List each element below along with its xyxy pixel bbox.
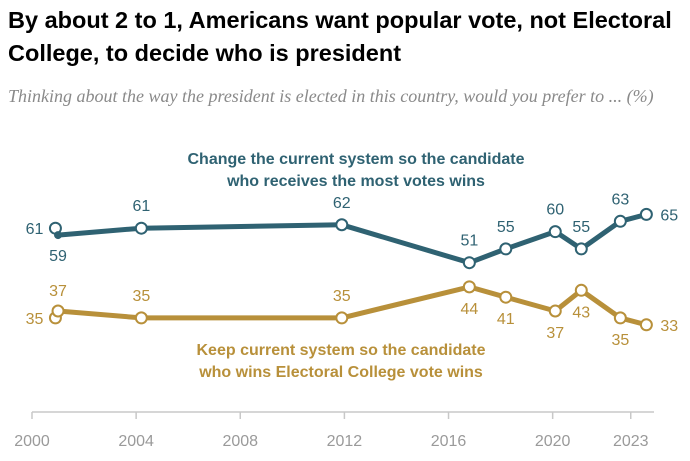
popular-value-label-9: 65 bbox=[660, 207, 678, 224]
popular-point-4 bbox=[462, 256, 476, 270]
popular-value-label-4: 51 bbox=[460, 233, 478, 250]
x-tick-label-2020: 2020 bbox=[535, 433, 571, 450]
electoral-value-label-2: 35 bbox=[132, 288, 150, 305]
electoral-value-label-8: 35 bbox=[611, 332, 629, 349]
electoral-point-6 bbox=[548, 304, 562, 318]
popular-value-label-5: 55 bbox=[497, 219, 515, 236]
x-tick-label-2004: 2004 bbox=[118, 433, 154, 450]
popular-point-1 bbox=[54, 231, 63, 240]
popular-series-line bbox=[55, 211, 649, 266]
popular-value-label-3: 62 bbox=[333, 195, 351, 212]
electoral-point-5 bbox=[499, 290, 513, 304]
popular-series-name-line-1: who receives the most votes wins bbox=[226, 173, 485, 190]
electoral-point-2 bbox=[134, 311, 148, 325]
popular-point-6 bbox=[548, 225, 562, 239]
popular-value-label-2: 61 bbox=[132, 198, 150, 215]
popular-series-name: Change the current system so the candida… bbox=[188, 151, 525, 190]
popular-value-label-1: 59 bbox=[49, 248, 67, 265]
electoral-point-7 bbox=[574, 283, 588, 297]
electoral-value-label-5: 41 bbox=[497, 311, 515, 328]
electoral-value-label-7: 43 bbox=[572, 304, 590, 321]
electoral-value-label-3: 35 bbox=[333, 288, 351, 305]
electoral-value-label-1: 37 bbox=[49, 283, 67, 300]
popular-point-8 bbox=[613, 214, 627, 228]
electoral-point-4 bbox=[462, 280, 476, 294]
popular-point-5 bbox=[499, 242, 513, 256]
electoral-point-9 bbox=[639, 318, 653, 332]
popular-point-7 bbox=[574, 242, 588, 256]
popular-point-2 bbox=[134, 221, 148, 235]
electoral-point-8 bbox=[613, 311, 627, 325]
electoral-series-name-line-1: who wins Electoral College vote wins bbox=[198, 364, 483, 381]
x-tick-label-2000: 2000 bbox=[14, 433, 50, 450]
popular-point-9 bbox=[639, 207, 653, 221]
chart-title: By about 2 to 1, Americans want popular … bbox=[8, 7, 672, 66]
electoral-value-label-9: 33 bbox=[660, 318, 678, 335]
electoral-value-label-6: 37 bbox=[546, 325, 564, 342]
popular-point-3 bbox=[335, 218, 349, 232]
x-tick-label-2023: 2023 bbox=[613, 433, 649, 450]
popular-value-label-8: 63 bbox=[611, 191, 629, 208]
electoral-point-1 bbox=[51, 304, 65, 318]
x-tick-label-2016: 2016 bbox=[431, 433, 467, 450]
popular-value-label-6: 60 bbox=[546, 202, 564, 219]
popular-series-name-line-0: Change the current system so the candida… bbox=[188, 151, 525, 168]
popular-value-label-0: 61 bbox=[26, 221, 44, 238]
electoral-value-label-4: 44 bbox=[460, 301, 478, 318]
electoral-series-name: Keep current system so the candidate who … bbox=[197, 342, 486, 381]
popular-value-label-7: 55 bbox=[572, 219, 590, 236]
x-tick-label-2012: 2012 bbox=[327, 433, 363, 450]
electoral-series-name-line-0: Keep current system so the candidate bbox=[197, 342, 486, 359]
electoral-point-3 bbox=[335, 311, 349, 325]
electoral-value-label-0: 35 bbox=[26, 311, 44, 328]
x-tick-label-2008: 2008 bbox=[222, 433, 258, 450]
chart-subtitle: Thinking about the way the president is … bbox=[8, 86, 654, 106]
